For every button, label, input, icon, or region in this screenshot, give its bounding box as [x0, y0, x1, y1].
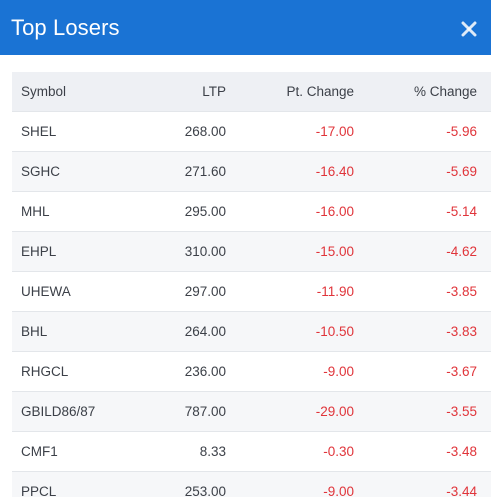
table-row[interactable]: SGHC 271.60 -16.40 -5.69 [12, 151, 491, 192]
table-row[interactable]: BHL 264.00 -10.50 -3.83 [12, 311, 491, 352]
cell-pt-change: -16.00 [226, 191, 354, 232]
table-body: SHEL 268.00 -17.00 -5.96 SGHC 271.60 -16… [12, 111, 491, 497]
cell-symbol[interactable]: MHL [12, 191, 131, 232]
cell-pt-change: -9.00 [226, 351, 354, 392]
cell-pct-change: -3.85 [354, 271, 491, 312]
cell-pt-change: -10.50 [226, 311, 354, 352]
cell-pt-change: -0.30 [226, 431, 354, 472]
header-symbol[interactable]: Symbol [21, 84, 67, 99]
modal-header: Top Losers [0, 0, 491, 55]
header-pt-change[interactable]: Pt. Change [286, 84, 354, 99]
cell-pct-change: -3.83 [354, 311, 491, 352]
cell-pct-change: -5.96 [354, 111, 491, 152]
table-row[interactable]: MHL 295.00 -16.00 -5.14 [12, 191, 491, 232]
cell-pct-change: -5.14 [354, 191, 491, 232]
cell-ltp: 8.33 [131, 431, 226, 472]
table-row[interactable]: PPCL 253.00 -9.00 -3.44 [12, 471, 491, 497]
cell-symbol[interactable]: BHL [12, 311, 131, 352]
cell-symbol[interactable]: UHEWA [12, 271, 131, 312]
cell-ltp: 310.00 [131, 231, 226, 272]
table-row[interactable]: SHEL 268.00 -17.00 -5.96 [12, 111, 491, 152]
modal-title: Top Losers [11, 14, 120, 40]
table-row[interactable]: RHGCL 236.00 -9.00 -3.67 [12, 351, 491, 392]
cell-ltp: 253.00 [131, 471, 226, 497]
header-pct-change[interactable]: % Change [413, 84, 477, 99]
cell-pt-change: -15.00 [226, 231, 354, 272]
cell-symbol[interactable]: PPCL [12, 471, 131, 497]
cell-pt-change: -16.40 [226, 151, 354, 192]
cell-pct-change: -5.69 [354, 151, 491, 192]
cell-pt-change: -17.00 [226, 111, 354, 152]
cell-ltp: 236.00 [131, 351, 226, 392]
cell-ltp: 295.00 [131, 191, 226, 232]
cell-pct-change: -3.48 [354, 431, 491, 472]
cell-pt-change: -9.00 [226, 471, 354, 497]
table-row[interactable]: EHPL 310.00 -15.00 -4.62 [12, 231, 491, 272]
close-icon [461, 21, 477, 36]
header-ltp[interactable]: LTP [202, 84, 226, 99]
losers-table: Symbol LTP Pt. Change % Change SHEL 268.… [12, 72, 491, 497]
cell-symbol[interactable]: GBILD86/87 [12, 391, 131, 432]
cell-pct-change: -3.55 [354, 391, 491, 432]
cell-pt-change: -11.90 [226, 271, 354, 312]
table-row[interactable]: GBILD86/87 787.00 -29.00 -3.55 [12, 391, 491, 432]
cell-ltp: 271.60 [131, 151, 226, 192]
cell-pct-change: -3.44 [354, 471, 491, 497]
cell-pct-change: -4.62 [354, 231, 491, 272]
cell-symbol[interactable]: SHEL [12, 111, 131, 152]
cell-ltp: 787.00 [131, 391, 226, 432]
cell-symbol[interactable]: CMF1 [12, 431, 131, 472]
cell-ltp: 268.00 [131, 111, 226, 152]
cell-symbol[interactable]: EHPL [12, 231, 131, 272]
cell-symbol[interactable]: SGHC [12, 151, 131, 192]
table-header-row: Symbol LTP Pt. Change % Change [12, 72, 491, 112]
table-row[interactable]: UHEWA 297.00 -11.90 -3.85 [12, 271, 491, 312]
cell-ltp: 297.00 [131, 271, 226, 312]
cell-pct-change: -3.67 [354, 351, 491, 392]
cell-ltp: 264.00 [131, 311, 226, 352]
losers-table-container: Symbol LTP Pt. Change % Change SHEL 268.… [12, 72, 491, 497]
cell-symbol[interactable]: RHGCL [12, 351, 131, 392]
cell-pt-change: -29.00 [226, 391, 354, 432]
close-button[interactable] [459, 19, 479, 39]
table-row[interactable]: CMF1 8.33 -0.30 -3.48 [12, 431, 491, 472]
